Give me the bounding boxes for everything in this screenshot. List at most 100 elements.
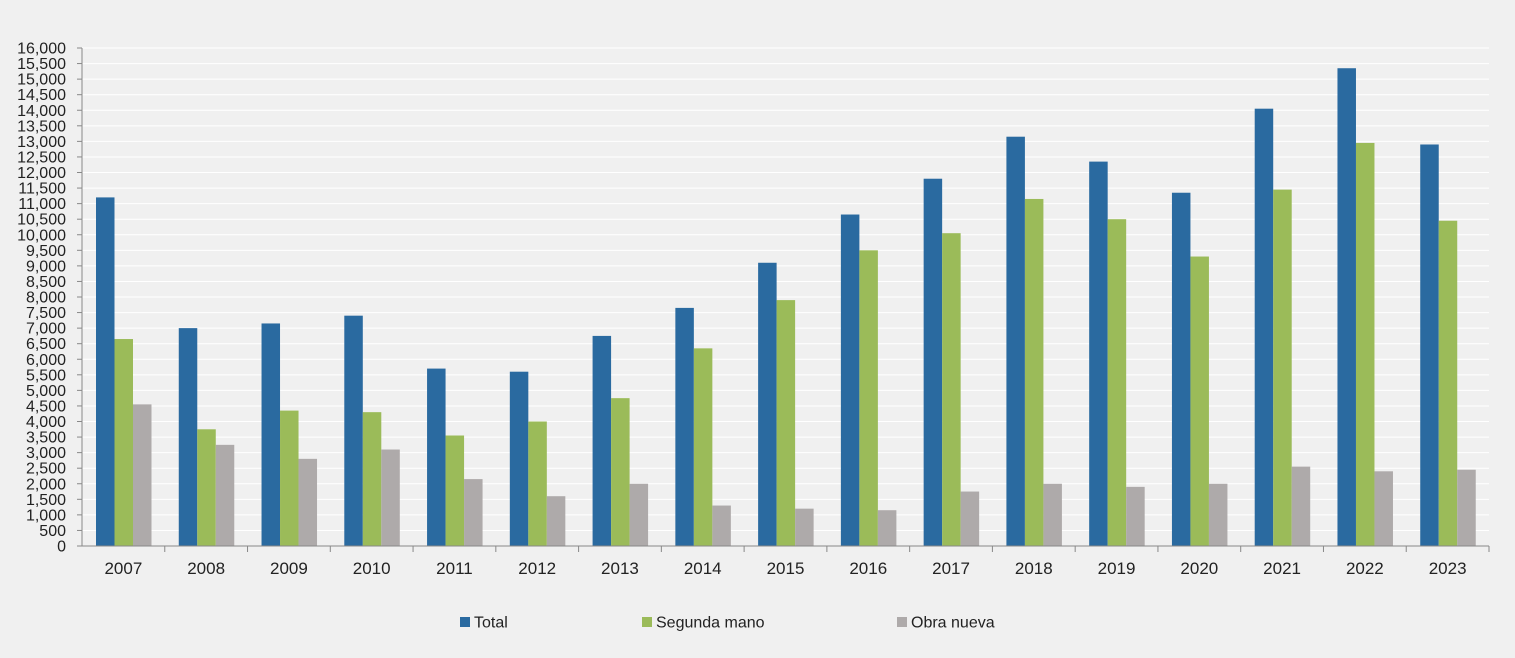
x-tick-label: 2009	[270, 559, 308, 578]
bar-segunda-mano-2017	[942, 233, 961, 546]
bar-segunda-mano-2020	[1190, 256, 1209, 546]
legend-item: Segunda mano	[642, 615, 765, 632]
bar-segunda-mano-2013	[611, 398, 630, 546]
x-tick-label: 2017	[932, 559, 970, 578]
bar-obra-nueva-2015	[795, 508, 814, 546]
bar-total-2018	[1006, 136, 1025, 547]
y-tick-label: 4,500	[26, 398, 66, 415]
bar-segunda-mano-2021	[1273, 189, 1292, 546]
y-tick-label: 3,500	[26, 430, 66, 447]
x-tick-label: 2012	[518, 559, 556, 578]
legend-swatch	[897, 617, 907, 627]
x-tick-label: 2010	[353, 559, 391, 578]
x-tick-label: 2015	[767, 559, 805, 578]
bar-segunda-mano-2023	[1438, 220, 1458, 546]
bar-total-2020	[1171, 192, 1191, 546]
y-tick-label: 500	[39, 523, 66, 540]
x-tick-label: 2021	[1263, 559, 1301, 578]
bar-total-2021	[1254, 108, 1274, 546]
bar-total-2017	[923, 178, 943, 546]
x-tick-label: 2018	[1015, 559, 1053, 578]
bar-obra-nueva-2011	[464, 479, 483, 546]
legend-item: Obra nueva	[897, 615, 995, 632]
x-tick-label: 2020	[1180, 559, 1218, 578]
bar-segunda-mano-2016	[859, 250, 878, 546]
bar-obra-nueva-2018	[1043, 483, 1062, 546]
y-tick-label: 8,000	[26, 290, 66, 307]
y-tick-label: 6,500	[26, 336, 66, 353]
y-tick-label: 8,500	[26, 274, 66, 291]
y-tick-label: 15,500	[17, 56, 66, 73]
x-tick-label: 2007	[104, 559, 142, 578]
legend-label: Segunda mano	[656, 615, 765, 632]
bar-total-2010	[344, 315, 363, 546]
bar-obra-nueva-2007	[133, 404, 152, 546]
legend-item: Total	[460, 615, 508, 632]
bar-segunda-mano-2022	[1355, 142, 1375, 546]
y-tick-label: 12,000	[17, 165, 66, 182]
y-tick-label: 10,000	[17, 227, 66, 244]
bar-obra-nueva-2013	[629, 483, 649, 546]
y-tick-label: 9,500	[26, 243, 66, 260]
bar-total-2015	[758, 262, 777, 546]
bar-obra-nueva-2016	[877, 510, 897, 546]
bar-segunda-mano-2012	[528, 421, 547, 546]
x-tick-label: 2022	[1346, 559, 1384, 578]
x-axis-ticks: 2007 2008 2009 2010 2011 2012 2013 2014 2015 2016…	[104, 559, 1466, 578]
bar-segunda-mano-2008	[197, 429, 216, 546]
x-tick-label: 2011	[436, 559, 473, 578]
bar-total-2011	[427, 368, 446, 546]
bar-total-2012	[509, 371, 529, 546]
y-tick-label: 12,500	[17, 149, 66, 166]
y-tick-label: 5,500	[26, 367, 66, 384]
y-tick-label: 11,500	[18, 181, 66, 198]
bar-segunda-mano-2014	[693, 348, 713, 546]
legend-swatch	[460, 617, 470, 627]
bar-total-2013	[592, 335, 612, 546]
axes	[77, 47, 1490, 552]
legend: Total Segunda mano Obra nueva	[460, 615, 995, 632]
y-tick-label: 1,000	[26, 507, 66, 524]
bar-obra-nueva-2014	[712, 505, 731, 546]
y-tick-label: 14,000	[17, 103, 66, 120]
y-tick-label: 9,000	[26, 258, 66, 275]
bar-segunda-mano-2010	[362, 412, 382, 546]
y-tick-label: 0	[57, 539, 66, 556]
bar-total-2007	[96, 197, 115, 546]
bar-obra-nueva-2020	[1208, 483, 1228, 546]
y-tick-label: 16,000	[17, 41, 66, 58]
y-tick-label: 2,500	[26, 461, 66, 478]
y-tick-label: 6,000	[26, 352, 66, 369]
bar-obra-nueva-2010	[381, 449, 400, 546]
bar-segunda-mano-2018	[1024, 198, 1044, 547]
bar-total-2008	[178, 328, 198, 546]
x-tick-label: 2014	[684, 559, 722, 578]
bar-obra-nueva-2012	[546, 496, 566, 546]
y-tick-label: 13,000	[17, 134, 66, 151]
legend-label: Total	[474, 615, 508, 632]
bar-obra-nueva-2022	[1374, 471, 1393, 546]
bar-segunda-mano-2009	[280, 410, 299, 546]
x-tick-label: 2023	[1429, 559, 1467, 578]
bar-obra-nueva-2017	[960, 491, 980, 546]
y-tick-label: 2,000	[26, 476, 66, 493]
bar-segunda-mano-2011	[445, 435, 465, 546]
bar-obra-nueva-2023	[1457, 469, 1476, 546]
bar-obra-nueva-2019	[1126, 486, 1145, 546]
bar-obra-nueva-2021	[1291, 466, 1311, 546]
x-tick-label: 2013	[601, 559, 639, 578]
bar-total-2009	[261, 323, 281, 546]
bars	[96, 68, 1476, 547]
y-tick-label: 10,500	[17, 212, 66, 229]
bar-segunda-mano-2015	[776, 300, 796, 546]
y-tick-label: 1,500	[26, 492, 66, 509]
legend-label: Obra nueva	[911, 615, 995, 632]
bar-segunda-mano-2019	[1107, 219, 1127, 546]
x-tick-label: 2019	[1098, 559, 1136, 578]
legend-swatch	[642, 617, 652, 627]
y-tick-label: 3,000	[26, 445, 66, 462]
y-tick-label: 7,000	[26, 321, 66, 338]
y-tick-label: 15,000	[17, 72, 66, 89]
